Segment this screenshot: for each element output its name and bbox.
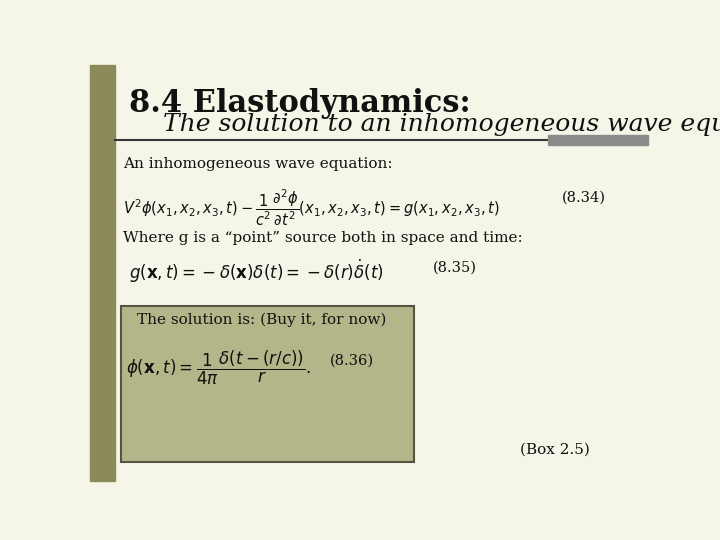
Text: (8.35): (8.35) — [433, 261, 477, 275]
Text: An inhomogeneous wave equation:: An inhomogeneous wave equation: — [124, 157, 393, 171]
Text: 8.4 Elastodynamics:: 8.4 Elastodynamics: — [129, 87, 471, 119]
Text: $\phi(\mathbf{x},t)=\dfrac{1}{4\pi}\dfrac{\delta(t-(r/c))}{r}.$: $\phi(\mathbf{x},t)=\dfrac{1}{4\pi}\dfra… — [126, 348, 311, 387]
Text: (8.36): (8.36) — [330, 354, 374, 368]
Text: The solution is: (Buy it, for now): The solution is: (Buy it, for now) — [138, 313, 387, 327]
Text: $V^2\phi(x_1,x_2,x_3,t)-\dfrac{1}{c^2}\dfrac{\partial^2\phi}{\partial t^2}(x_1,x: $V^2\phi(x_1,x_2,x_3,t)-\dfrac{1}{c^2}\d… — [124, 187, 500, 228]
Text: (Box 2.5): (Box 2.5) — [520, 442, 590, 456]
Text: The solution to an inhomogeneous wave equation: The solution to an inhomogeneous wave eq… — [163, 113, 720, 136]
FancyBboxPatch shape — [121, 306, 414, 462]
Text: $g(\mathbf{x},t)=-\delta(\mathbf{x})\delta(t)=-\delta(r)\dot{\delta}(t)$: $g(\mathbf{x},t)=-\delta(\mathbf{x})\del… — [129, 258, 384, 285]
Bar — [90, 65, 115, 481]
Text: (8.34): (8.34) — [562, 191, 606, 204]
Bar — [547, 136, 648, 145]
Text: Where g is a “point” source both in space and time:: Where g is a “point” source both in spac… — [124, 231, 523, 245]
